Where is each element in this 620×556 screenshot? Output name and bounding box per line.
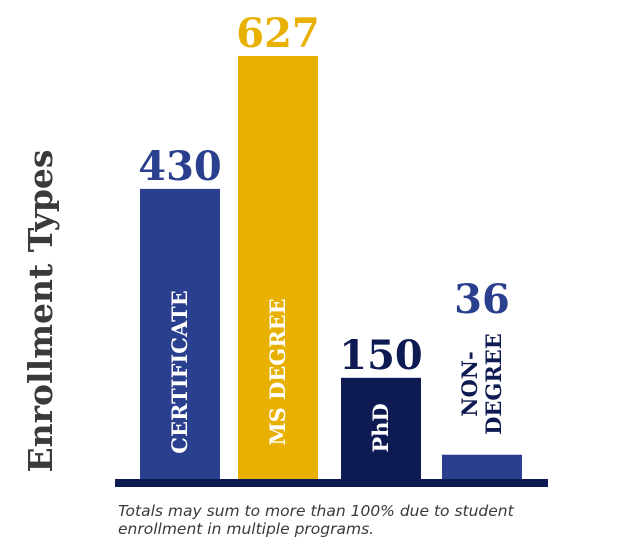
category-label-2-line-0: PhD [368, 403, 393, 452]
category-label-0-line-0: CERTIFICATE [167, 290, 192, 453]
bar-2 [341, 377, 421, 479]
bar-0 [140, 188, 220, 480]
category-label-1-line-0: MS DEGREE [265, 298, 290, 445]
value-label-2: 150 [339, 332, 423, 379]
category-label-3-line-1: DEGREE [481, 333, 506, 435]
bar-1 [238, 56, 318, 479]
value-label-1: 627 [236, 10, 320, 57]
y-axis-label: Enrollment Types [21, 149, 60, 472]
bar-chart: Enrollment Types 430 CERTIFICATE 627 MS DEG… [21, 10, 548, 487]
footnote: Totals may sum to more than 100% due to … [118, 502, 514, 538]
value-label-3: 36 [454, 276, 510, 323]
category-label-0: CERTIFICATE [167, 290, 192, 453]
category-label-1: MS DEGREE [265, 298, 290, 445]
bar-3 [442, 454, 522, 479]
category-label-2: PhD [368, 403, 393, 452]
category-label-3: NON-DEGREE [457, 333, 506, 435]
baseline [115, 479, 548, 487]
category-label-3-line-0: NON- [457, 351, 482, 416]
value-label-0: 430 [138, 143, 222, 190]
bars-group: 430 CERTIFICATE 627 MS DEGREE 150 PhD 36 NON-DE… [138, 10, 522, 480]
